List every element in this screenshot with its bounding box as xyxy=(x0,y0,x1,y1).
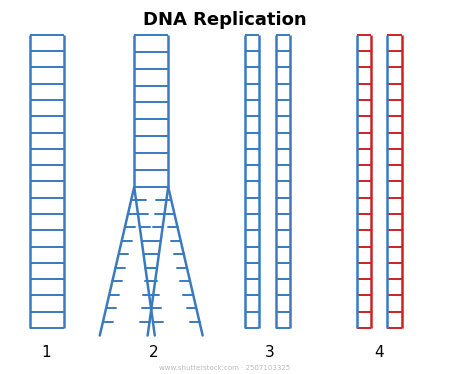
Text: 2: 2 xyxy=(148,345,158,360)
Text: 4: 4 xyxy=(374,345,384,360)
Text: 1: 1 xyxy=(41,345,51,360)
Text: 3: 3 xyxy=(265,345,274,360)
Text: www.shutterstock.com · 2507103325: www.shutterstock.com · 2507103325 xyxy=(159,365,291,371)
Text: DNA Replication: DNA Replication xyxy=(143,11,307,29)
